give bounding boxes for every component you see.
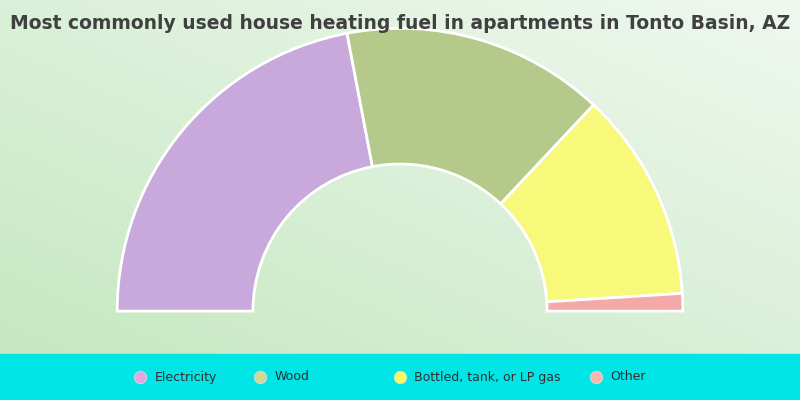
- Text: Electricity: Electricity: [154, 370, 217, 384]
- Wedge shape: [117, 33, 373, 311]
- Text: Most commonly used house heating fuel in apartments in Tonto Basin, AZ: Most commonly used house heating fuel in…: [10, 14, 790, 33]
- Bar: [0, 354, 800, 400]
- Text: Bottled, tank, or LP gas: Bottled, tank, or LP gas: [414, 370, 561, 384]
- Text: Other: Other: [610, 370, 646, 384]
- Wedge shape: [501, 105, 682, 302]
- Wedge shape: [347, 28, 594, 204]
- Text: Wood: Wood: [274, 370, 310, 384]
- Wedge shape: [546, 293, 683, 311]
